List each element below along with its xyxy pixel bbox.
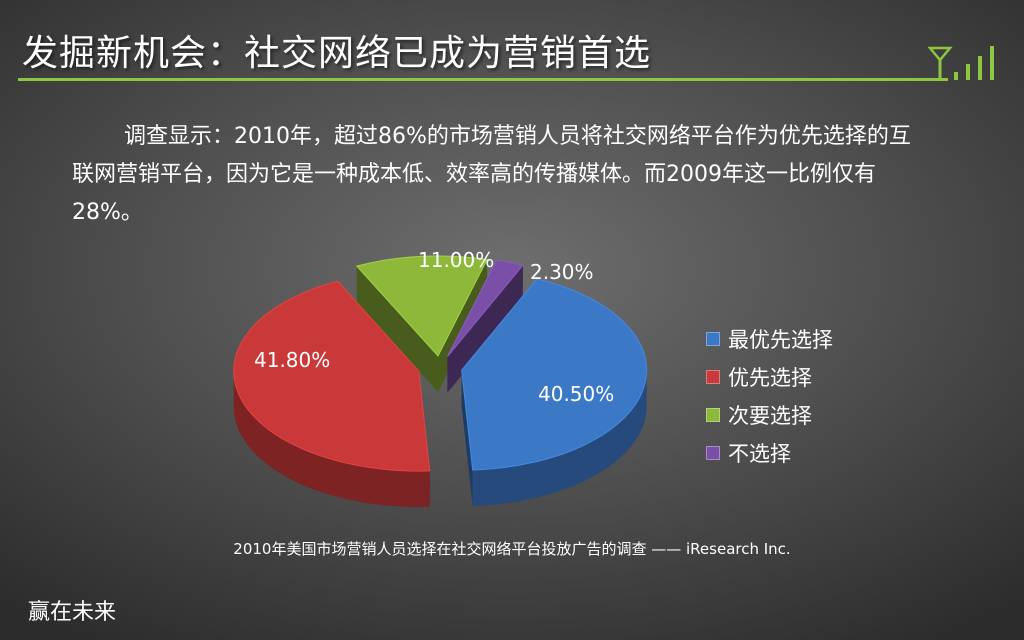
legend-label-4: 不选择 (728, 442, 791, 466)
slice-label-4: 2.30% (530, 260, 594, 284)
chart-legend: 最优先选择优先选择次要选择不选择 (706, 320, 833, 472)
legend-item-1: 最优先选择 (706, 320, 833, 358)
pie-slice-1 (461, 278, 648, 506)
title-divider (18, 78, 948, 81)
survey-paragraph: 调查显示：2010年，超过86%的市场营销人员将社交网络平台作为优先选择的互联网… (72, 118, 912, 232)
legend-swatch-4 (706, 446, 720, 460)
slice-label-1: 40.50% (538, 382, 615, 406)
legend-swatch-1 (706, 332, 720, 346)
footer-text: 赢在未来 (28, 600, 117, 625)
legend-swatch-2 (706, 370, 720, 384)
pie-slice-side-2 (233, 371, 430, 508)
legend-label-1: 最优先选择 (728, 328, 833, 352)
pie-slice-face-1 (461, 370, 473, 506)
legend-item-3: 次要选择 (706, 396, 833, 434)
pie-slice-top-2 (233, 280, 431, 472)
pie-slice-top-3 (355, 255, 488, 357)
legend-item-4: 不选择 (706, 434, 833, 472)
legend-item-2: 优先选择 (706, 358, 833, 396)
pie-slice-face-4 (447, 265, 523, 393)
legend-swatch-3 (706, 408, 720, 422)
pie-slice-4 (446, 259, 524, 393)
source-caption: 2010年美国市场营销人员选择在社交网络平台投放广告的调查 —— iResear… (233, 540, 791, 558)
pie-slice-face-3 (356, 266, 438, 392)
pie-slice-side-1 (472, 370, 647, 506)
pie-slice-top-4 (446, 259, 524, 357)
signal-antenna-icon (928, 46, 994, 80)
legend-label-2: 优先选择 (728, 366, 812, 390)
slice-label-3: 11.00% (418, 248, 495, 272)
pie-slice-2 (233, 280, 431, 508)
legend-label-3: 次要选择 (728, 404, 812, 428)
slice-label-2: 41.80% (254, 348, 331, 372)
survey-text: 调查显示：2010年，超过86%的市场营销人员将社交网络平台作为优先选择的互联网… (72, 124, 911, 225)
page-title: 发掘新机会：社交网络已成为营销首选 (22, 33, 652, 74)
pie-slice-top-1 (461, 278, 648, 471)
